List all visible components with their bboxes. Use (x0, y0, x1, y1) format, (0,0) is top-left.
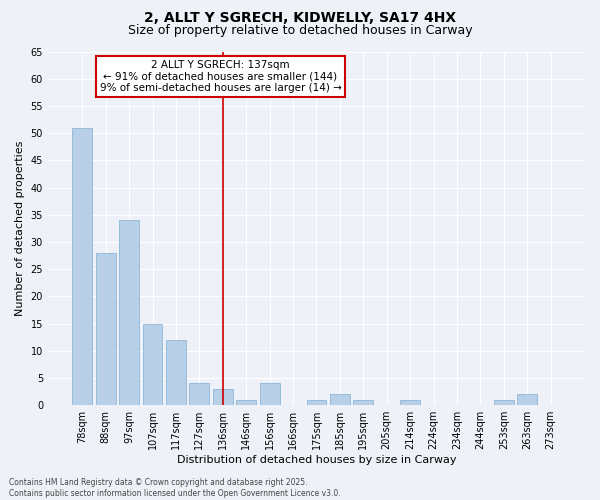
Text: 2 ALLT Y SGRECH: 137sqm
← 91% of detached houses are smaller (144)
9% of semi-de: 2 ALLT Y SGRECH: 137sqm ← 91% of detache… (100, 60, 341, 93)
Text: 2, ALLT Y SGRECH, KIDWELLY, SA17 4HX: 2, ALLT Y SGRECH, KIDWELLY, SA17 4HX (144, 11, 456, 25)
Bar (96, 253, 116, 405)
Text: Contains HM Land Registry data © Crown copyright and database right 2025.
Contai: Contains HM Land Registry data © Crown c… (9, 478, 341, 498)
Bar (190, 384, 209, 405)
Y-axis label: Number of detached properties: Number of detached properties (15, 140, 25, 316)
X-axis label: Distribution of detached houses by size in Carway: Distribution of detached houses by size … (177, 455, 456, 465)
Bar (213, 389, 233, 405)
Bar (166, 340, 186, 405)
Bar (330, 394, 350, 405)
Bar (307, 400, 326, 405)
Bar (143, 324, 163, 405)
Bar (119, 220, 139, 405)
Bar (494, 400, 514, 405)
Bar (400, 400, 420, 405)
Bar (73, 128, 92, 405)
Bar (236, 400, 256, 405)
Bar (353, 400, 373, 405)
Bar (260, 384, 280, 405)
Text: Size of property relative to detached houses in Carway: Size of property relative to detached ho… (128, 24, 472, 37)
Bar (517, 394, 537, 405)
